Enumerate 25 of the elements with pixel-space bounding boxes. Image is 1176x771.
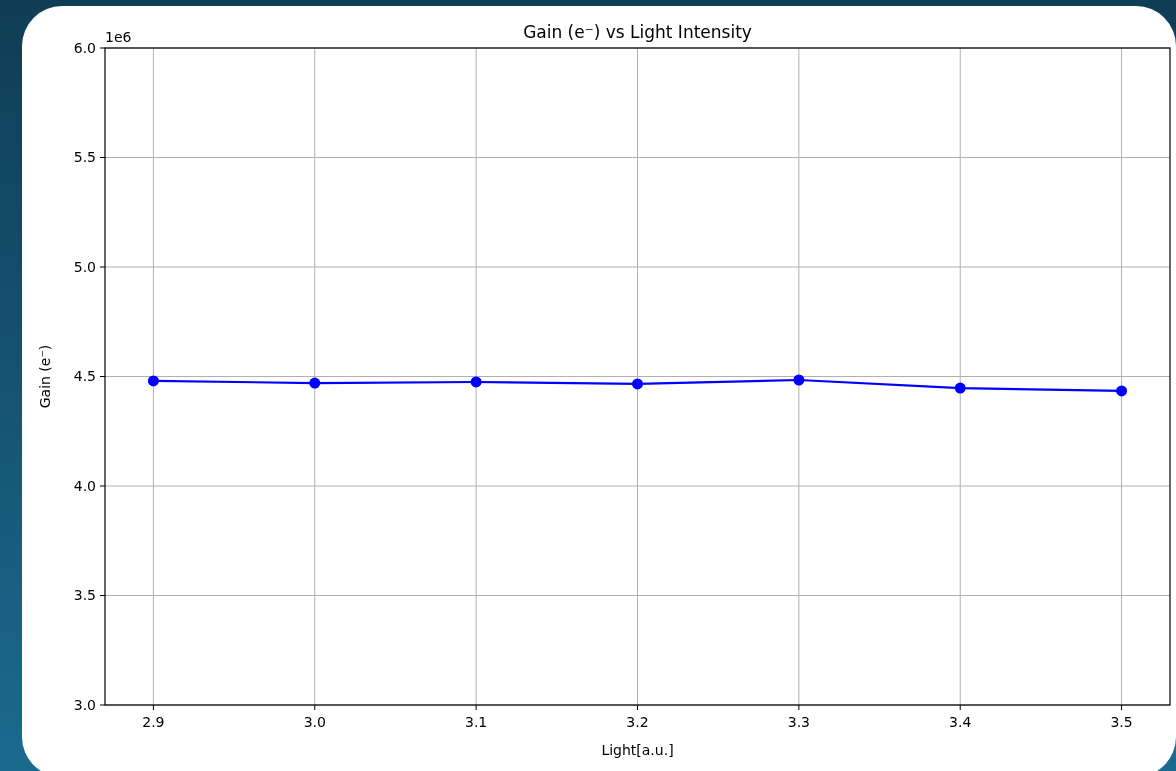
- x-axis-title: Light[a.u.]: [601, 742, 674, 758]
- y-tick-label: 6.0: [73, 39, 96, 56]
- x-tick-label: 3.3: [787, 714, 810, 730]
- point: [632, 378, 643, 390]
- x-tick-label: 3.0: [303, 714, 326, 730]
- x-tick-label: 3.4: [949, 714, 972, 730]
- point: [954, 382, 966, 394]
- x-tick-label: 2.9: [142, 714, 165, 730]
- y-tick-label: 5.5: [73, 149, 96, 166]
- y-tick-label: 4.5: [73, 368, 96, 385]
- x-tick-label: 3.1: [465, 714, 488, 730]
- point: [470, 376, 482, 388]
- y-axis-title: Gain (e⁻): [37, 344, 53, 409]
- point: [147, 375, 159, 387]
- text: 1e6: [105, 29, 132, 45]
- y-tick-label: 5.0: [73, 258, 96, 275]
- chart-title: Gain (e⁻) vs Light Intensity: [523, 22, 752, 42]
- x-tick-label: 3.2: [626, 714, 649, 730]
- x-tick-label: 3.5: [1110, 714, 1133, 730]
- y-tick-label: 3.5: [73, 587, 96, 604]
- point: [309, 377, 321, 389]
- point: [1116, 385, 1128, 397]
- point: [793, 374, 805, 386]
- y-tick-label: 4.0: [73, 477, 96, 494]
- y-tick-label: 3.0: [73, 696, 96, 713]
